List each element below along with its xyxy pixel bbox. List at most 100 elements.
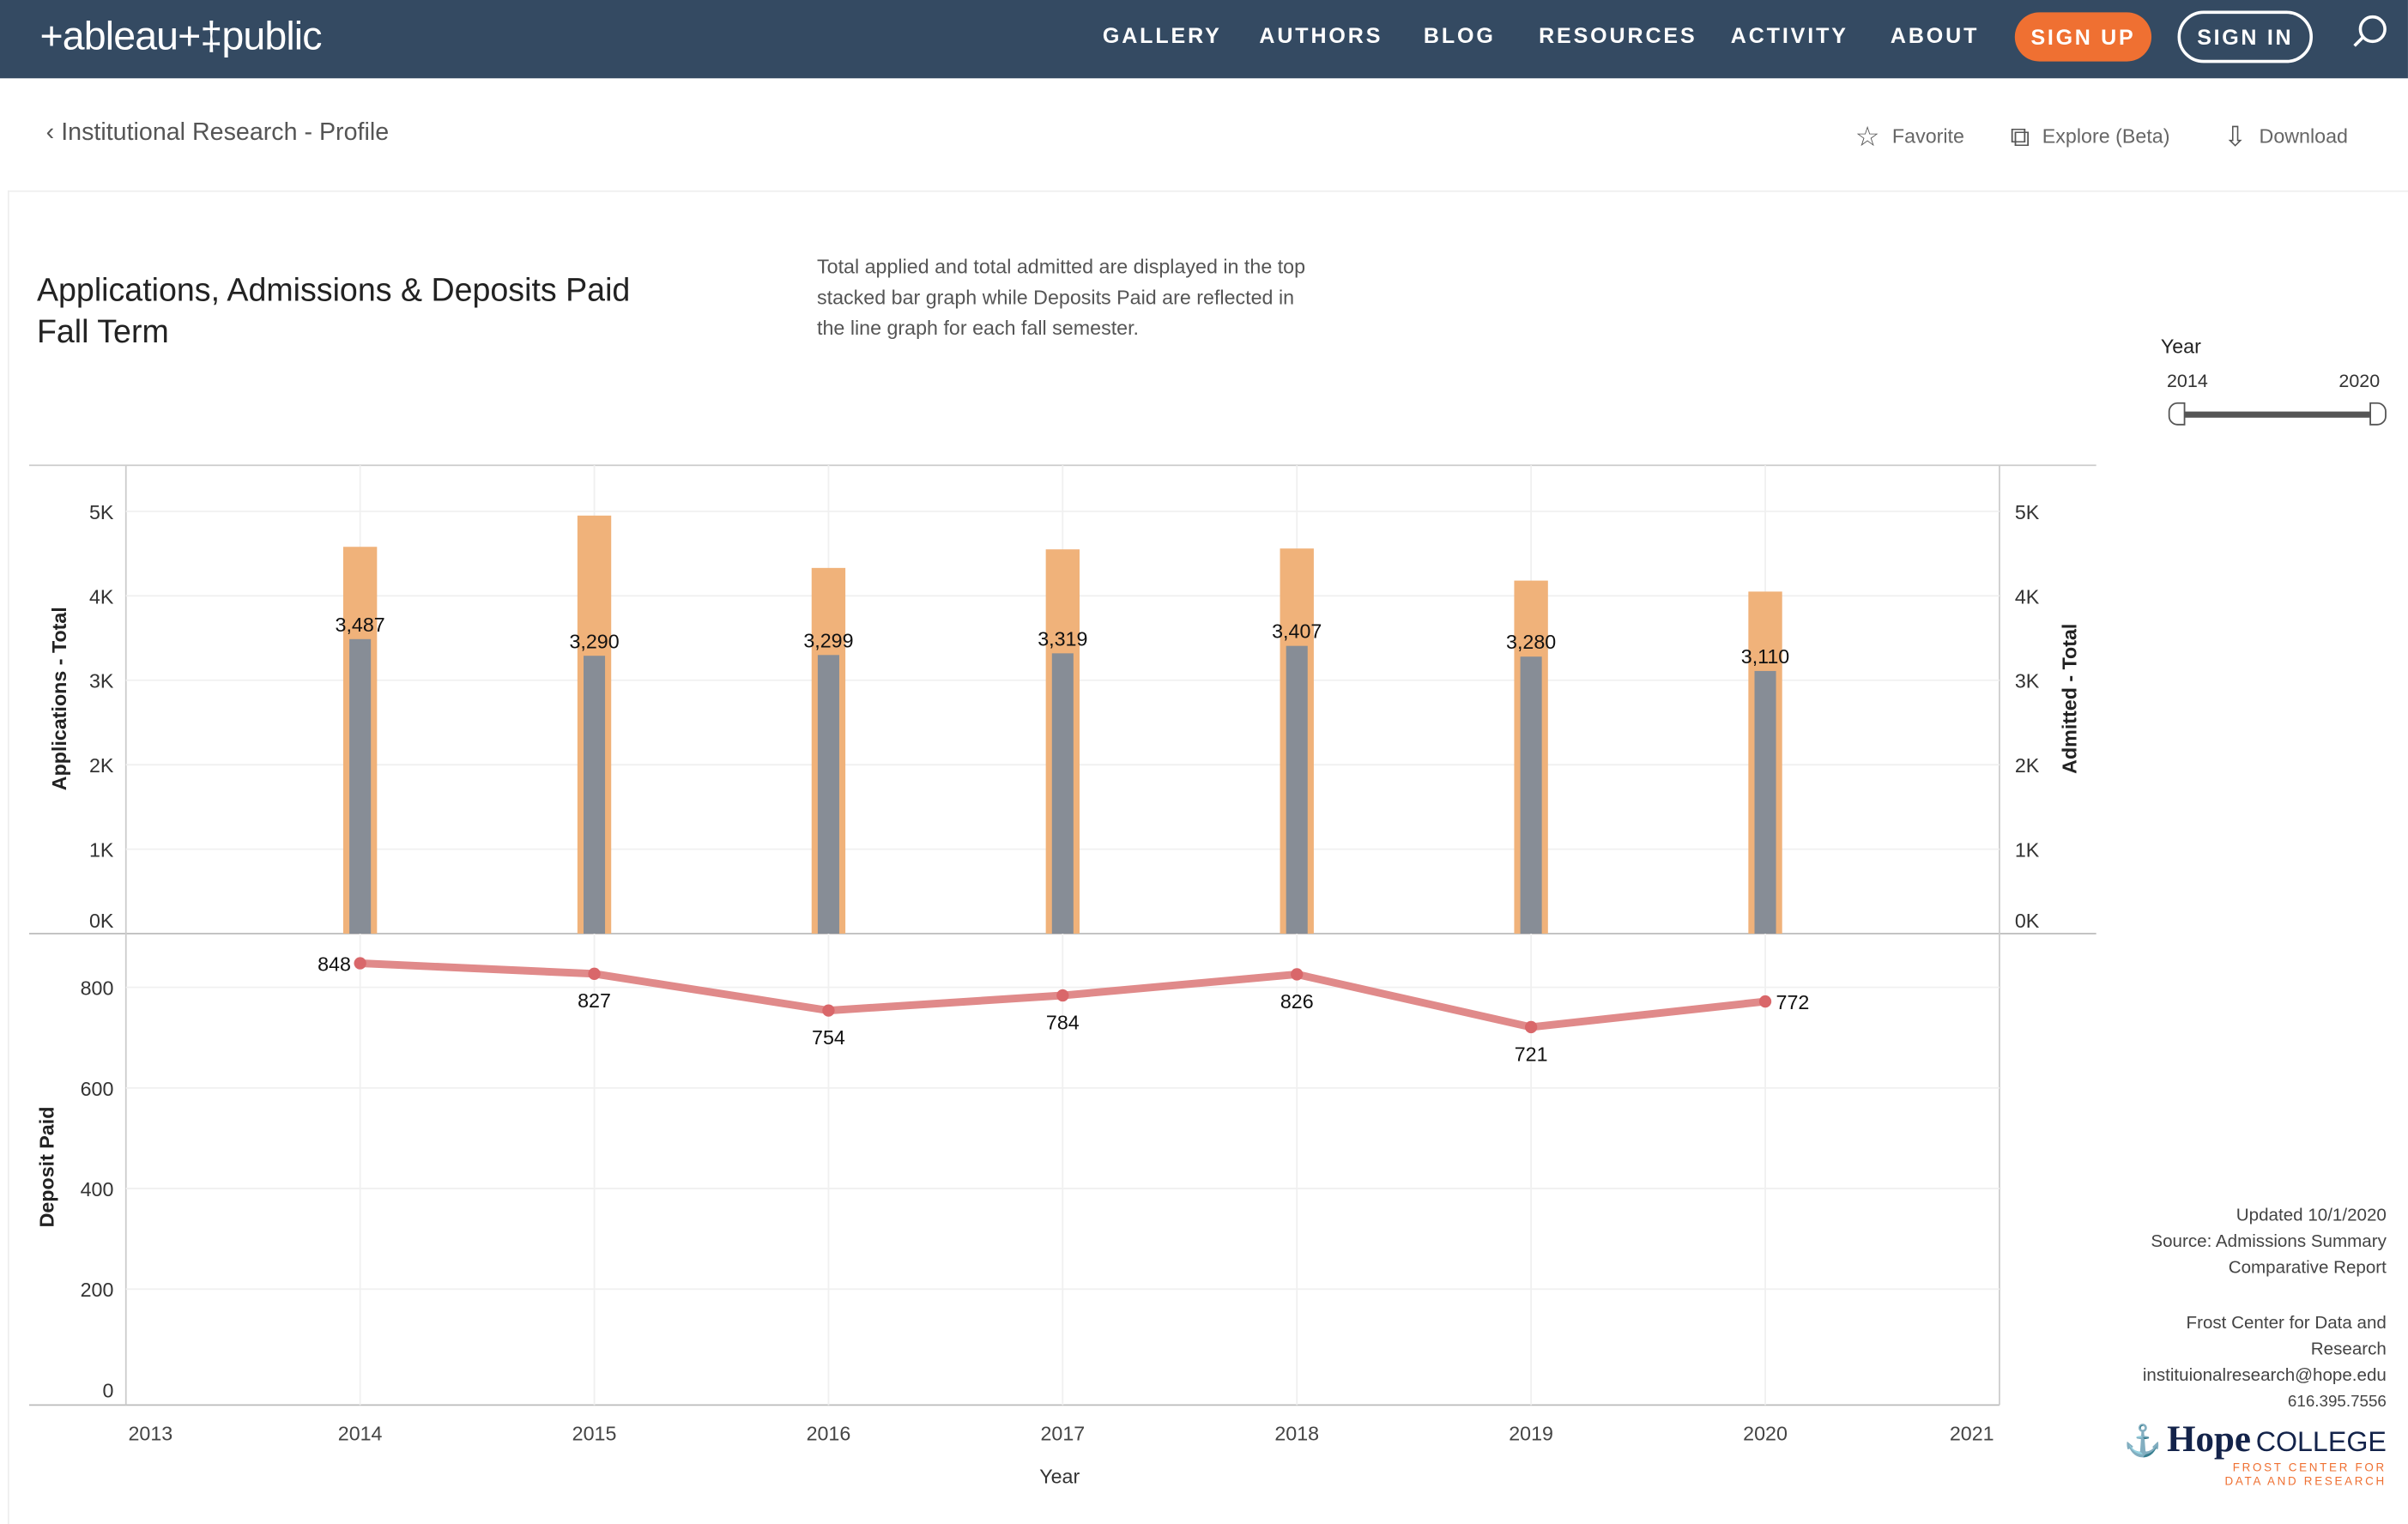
download-icon: ⇩ [2223, 121, 2248, 153]
y2-tick-label: 4K [2015, 585, 2040, 608]
y-tick-label: 3K [89, 670, 114, 692]
deposit-data-label: 784 [1046, 1011, 1080, 1033]
y2-tick-label: 5K [2015, 501, 2040, 523]
admitted-data-label: 3,110 [1741, 645, 1790, 668]
y-tick-label: 2K [89, 754, 114, 777]
deposit-point [1056, 989, 1069, 1002]
source-text-2: Comparative Report [2228, 1259, 2387, 1278]
y-tick-label: 0K [89, 910, 114, 932]
deposit-point [1291, 968, 1304, 981]
contact-email[interactable]: instituionalresearch@hope.edu [2142, 1366, 2387, 1386]
admitted-data-label: 3,290 [569, 630, 619, 652]
deposit-tick-label: 800 [81, 977, 114, 1000]
deposit-point [1524, 1020, 1538, 1034]
favorite-button[interactable]: ☆ Favorite [1855, 121, 1964, 154]
deposit-tick-label: 0 [102, 1379, 113, 1401]
nav-gallery[interactable]: GALLERY [1102, 22, 1222, 48]
slider-min-handle[interactable] [2168, 402, 2186, 426]
logo-sub-1: FROST CENTER FOR [2232, 1460, 2387, 1474]
deposit-data-label: 772 [1776, 991, 1810, 1013]
x-tick-label: 2020 [1743, 1423, 1788, 1445]
y-tick-label: 4K [89, 585, 114, 608]
source-text: Source: Admissions Summary [2151, 1232, 2387, 1252]
deposit-data-label: 754 [812, 1026, 845, 1049]
slider-max-handle[interactable] [2369, 402, 2387, 426]
deposit-point [588, 967, 601, 980]
admitted-data-label: 3,280 [1506, 631, 1556, 653]
admitted-bar [1754, 670, 1776, 934]
y-axis-label-deposits: Deposit Paid [36, 1107, 58, 1228]
chevron-left-icon: ‹ [45, 119, 62, 147]
contact-phone: 616.395.7556 [2287, 1393, 2387, 1412]
download-button[interactable]: ⇩ Download [2223, 121, 2348, 154]
y2-tick-label: 1K [2015, 839, 2040, 862]
title-line-2: Fall Term [36, 314, 169, 351]
admitted-bar [1520, 656, 1542, 934]
viz-description: Total applied and total admitted are dis… [817, 255, 1306, 340]
deposit-data-label: 827 [578, 989, 611, 1012]
deposit-tick-label: 200 [81, 1279, 114, 1301]
deposit-data-label: 721 [1515, 1043, 1548, 1065]
logo-hope: Hope [2167, 1420, 2251, 1460]
y2-tick-label: 3K [2015, 670, 2040, 692]
x-tick-label: 2016 [807, 1423, 851, 1445]
sign-in-button[interactable]: SIGN IN [2177, 10, 2313, 64]
admitted-bar [1051, 653, 1074, 934]
x-tick-label: 2017 [1040, 1423, 1085, 1445]
nav-authors[interactable]: AUTHORS [1259, 22, 1383, 48]
y2-tick-label: 2K [2015, 754, 2040, 777]
logo-college: COLLEGE [2255, 1426, 2387, 1458]
logo-sub-2: DATA AND RESEARCH [2224, 1473, 2387, 1489]
nav-resources[interactable]: RESOURCES [1539, 22, 1697, 48]
breadcrumb-label: Institutional Research - Profile [61, 119, 390, 147]
nav-blog[interactable]: BLOG [1423, 22, 1496, 48]
x-tick-label: 2021 [1950, 1423, 1994, 1445]
deposit-point [1758, 995, 1772, 1008]
x-tick-label: 2019 [1509, 1423, 1553, 1445]
y-axis-label-applications: Applications - Total [48, 607, 70, 790]
year-filter-min: 2014 [2166, 370, 2208, 392]
hope-college-logo: ⚓ Hope COLLEGE FROST CENTER FOR DATA AND… [2123, 1422, 2387, 1489]
admitted-data-label: 3,299 [803, 629, 853, 651]
admitted-bar [584, 656, 606, 934]
deposit-point [354, 957, 366, 970]
y-axis-label-admitted: Admitted - Total [2058, 624, 2080, 774]
x-tick-label: 2014 [338, 1423, 383, 1445]
admitted-bar [817, 655, 839, 934]
deposit-tick-label: 400 [81, 1178, 114, 1200]
breadcrumb[interactable]: ‹ Institutional Research - Profile [46, 120, 389, 148]
explore-label: Explore (Beta) [2042, 124, 2170, 148]
footer-notes: Updated 10/1/2020 Source: Admissions Sum… [2143, 1204, 2387, 1416]
year-range-slider[interactable] [2168, 402, 2387, 426]
deposit-point [822, 1004, 835, 1017]
center-name: Frost Center for Data and [2186, 1314, 2387, 1334]
download-label: Download [2259, 124, 2349, 148]
x-tick-label: 2018 [1274, 1423, 1319, 1445]
deposit-data-label: 848 [318, 952, 351, 975]
deposit-tick-label: 600 [81, 1078, 114, 1100]
explore-button[interactable]: ⧉ Explore (Beta) [2010, 121, 2169, 154]
x-tick-label: 2013 [129, 1423, 173, 1445]
top-nav: +ableau+‡public GALLERY AUTHORS BLOG RES… [0, 0, 2408, 79]
anchor-logo-icon: ⚓ [2123, 1424, 2163, 1460]
explore-icon: ⧉ [2010, 121, 2030, 153]
admitted-bar [349, 638, 372, 934]
y2-tick-label: 0K [2015, 910, 2040, 932]
admitted-data-label: 3,487 [336, 614, 385, 636]
search-icon[interactable] [2358, 15, 2387, 44]
favorite-label: Favorite [1891, 124, 1964, 148]
year-filter-label: Year [2160, 335, 2201, 358]
admitted-data-label: 3,407 [1272, 620, 1322, 643]
sign-up-button[interactable]: SIGN UP [2014, 12, 2152, 62]
nav-about[interactable]: ABOUT [1890, 22, 1980, 48]
center-name-2: Research [2310, 1340, 2387, 1359]
x-tick-label: 2015 [572, 1423, 617, 1445]
x-axis-label: Year [1039, 1466, 1080, 1488]
title-line-1: Applications, Admissions & Deposits Paid [36, 273, 631, 309]
admitted-data-label: 3,319 [1038, 627, 1087, 650]
tableau-public-logo[interactable]: +ableau+‡public [39, 12, 323, 59]
nav-activity[interactable]: ACTIVITY [1730, 22, 1848, 48]
year-filter-max: 2020 [2338, 370, 2381, 392]
